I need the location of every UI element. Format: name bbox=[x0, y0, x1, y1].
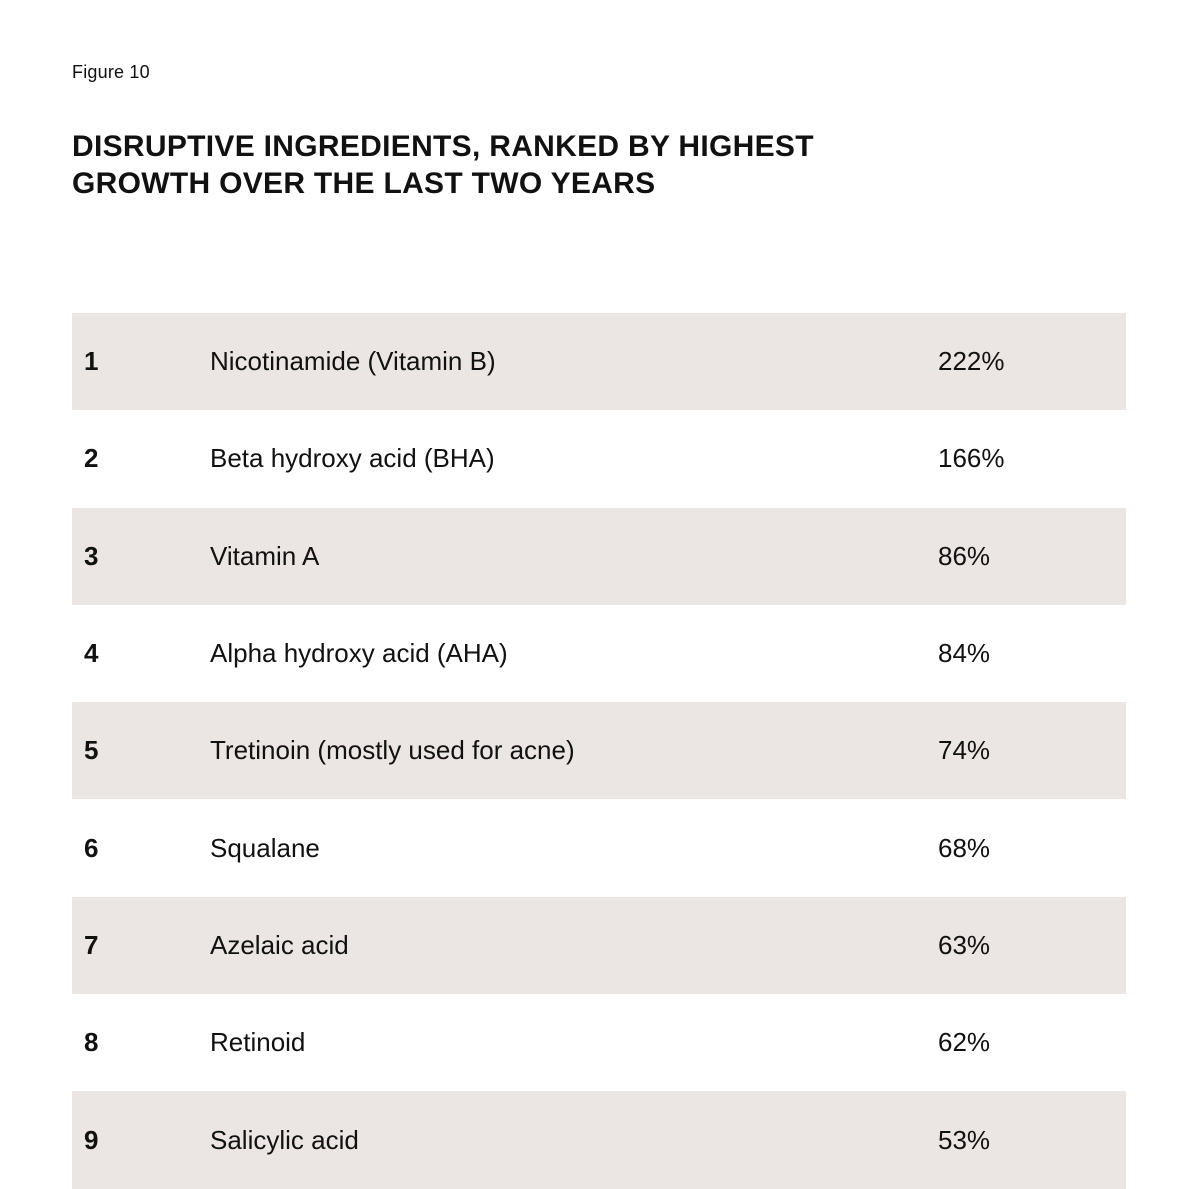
table-row: 6 Squalane 68% bbox=[72, 799, 1126, 896]
rank-number: 1 bbox=[84, 346, 99, 377]
table-row: 4 Alpha hydroxy acid (AHA) 84% bbox=[72, 605, 1126, 702]
ingredient-name: Salicylic acid bbox=[210, 1124, 359, 1155]
figure-label: Figure 10 bbox=[72, 62, 150, 82]
growth-value: 63% bbox=[938, 929, 991, 960]
ingredient-name: Vitamin A bbox=[210, 540, 320, 571]
growth-value: 86% bbox=[938, 540, 991, 571]
rank-number: 9 bbox=[84, 1124, 99, 1155]
figure-title-line-2: GROWTH OVER THE LAST TWO YEARS bbox=[72, 167, 656, 200]
figure-title: DISRUPTIVE INGREDIENTS, RANKED BY HIGHES… bbox=[72, 128, 832, 202]
table-row: 8 Retinoid 62% bbox=[72, 994, 1126, 1091]
table-row: 7 Azelaic acid 63% bbox=[72, 896, 1126, 995]
ingredient-name: Retinoid bbox=[210, 1027, 306, 1058]
table-row: 9 Salicylic acid 53% bbox=[72, 1091, 1126, 1189]
growth-value: 166% bbox=[938, 443, 1005, 474]
growth-value: 53% bbox=[938, 1124, 991, 1155]
ingredient-name: Alpha hydroxy acid (AHA) bbox=[210, 638, 508, 669]
table-row: 1 Nicotinamide (Vitamin B) 222% bbox=[72, 313, 1126, 411]
rank-number: 6 bbox=[84, 832, 99, 863]
ingredient-name: Squalane bbox=[210, 832, 320, 863]
rank-number: 5 bbox=[84, 735, 99, 766]
ingredient-name: Beta hydroxy acid (BHA) bbox=[210, 443, 495, 474]
table-row: 5 Tretinoin (mostly used for acne) 74% bbox=[72, 702, 1126, 800]
rank-number: 2 bbox=[84, 443, 99, 474]
growth-value: 74% bbox=[938, 735, 991, 766]
rank-number: 3 bbox=[84, 540, 99, 571]
rank-number: 8 bbox=[84, 1027, 99, 1058]
growth-value: 84% bbox=[938, 638, 991, 669]
table-row: 2 Beta hydroxy acid (BHA) 166% bbox=[72, 410, 1126, 507]
rank-number: 7 bbox=[84, 929, 99, 960]
growth-value: 68% bbox=[938, 832, 991, 863]
ranking-table: 1 Nicotinamide (Vitamin B) 222% 2 Beta h… bbox=[72, 313, 1126, 1189]
growth-value: 222% bbox=[938, 346, 1005, 377]
table-row: 3 Vitamin A 86% bbox=[72, 507, 1126, 605]
ingredient-name: Nicotinamide (Vitamin B) bbox=[210, 346, 496, 377]
rank-number: 4 bbox=[84, 638, 99, 669]
ingredient-name: Tretinoin (mostly used for acne) bbox=[210, 735, 575, 766]
ingredient-name: Azelaic acid bbox=[210, 929, 349, 960]
figure-title-line-1: DISRUPTIVE INGREDIENTS, RANKED BY HIGHES… bbox=[72, 130, 814, 163]
growth-value: 62% bbox=[938, 1027, 991, 1058]
